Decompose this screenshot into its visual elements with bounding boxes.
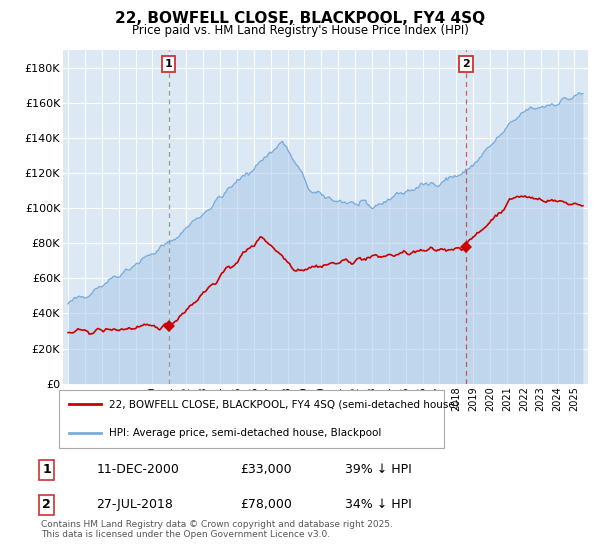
Text: 2: 2 — [42, 498, 51, 511]
Text: Price paid vs. HM Land Registry's House Price Index (HPI): Price paid vs. HM Land Registry's House … — [131, 24, 469, 36]
Text: 1: 1 — [42, 463, 51, 476]
Text: 1: 1 — [164, 59, 172, 69]
Text: 22, BOWFELL CLOSE, BLACKPOOL, FY4 4SQ: 22, BOWFELL CLOSE, BLACKPOOL, FY4 4SQ — [115, 11, 485, 26]
Text: 22, BOWFELL CLOSE, BLACKPOOL, FY4 4SQ (semi-detached house): 22, BOWFELL CLOSE, BLACKPOOL, FY4 4SQ (s… — [109, 399, 458, 409]
Text: 27-JUL-2018: 27-JUL-2018 — [96, 498, 173, 511]
Text: 39% ↓ HPI: 39% ↓ HPI — [344, 463, 412, 476]
Text: 34% ↓ HPI: 34% ↓ HPI — [344, 498, 412, 511]
Text: £33,000: £33,000 — [240, 463, 292, 476]
Text: Contains HM Land Registry data © Crown copyright and database right 2025.
This d: Contains HM Land Registry data © Crown c… — [41, 520, 393, 539]
FancyBboxPatch shape — [59, 390, 444, 447]
Text: £78,000: £78,000 — [240, 498, 292, 511]
Text: HPI: Average price, semi-detached house, Blackpool: HPI: Average price, semi-detached house,… — [109, 428, 381, 438]
Text: 2: 2 — [462, 59, 470, 69]
Text: 11-DEC-2000: 11-DEC-2000 — [96, 463, 179, 476]
